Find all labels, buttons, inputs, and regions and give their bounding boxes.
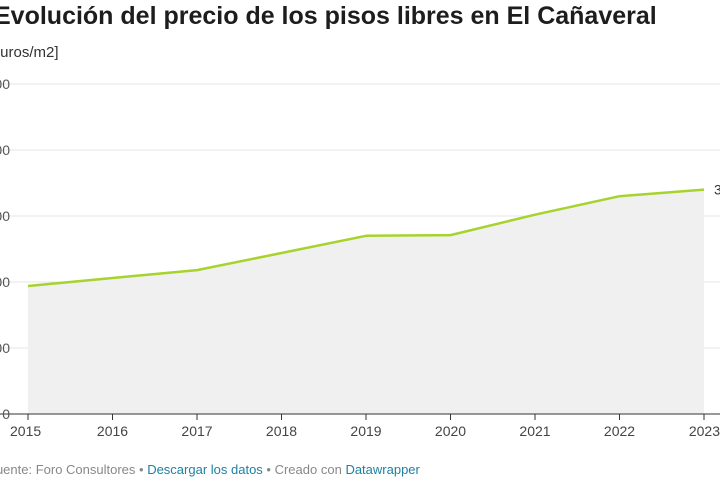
- y-tick-label: 5.000: [0, 76, 10, 92]
- series-line: [27, 188, 705, 288]
- y-tick-label: 4.000: [0, 142, 10, 158]
- end-value-label: 3.400: [714, 182, 720, 198]
- x-tick-label: 2022: [604, 423, 635, 439]
- y-tick-label: 0: [2, 406, 10, 422]
- y-tick-label: 1.000: [0, 340, 10, 356]
- separator: •: [262, 462, 275, 477]
- datawrapper-link[interactable]: Datawrapper: [345, 462, 420, 477]
- x-tick-label: 2019: [350, 423, 381, 439]
- x-tick-label: 2016: [97, 423, 128, 439]
- source-text: Fuente: Foro Consultores: [0, 462, 136, 477]
- x-tick-label: 2021: [519, 423, 550, 439]
- y-unit-label: [Euros/m2]: [0, 44, 59, 61]
- data-labels: 3.400: [714, 182, 720, 198]
- x-tick-label: 2023: [689, 423, 720, 439]
- separator: •: [135, 462, 148, 477]
- y-tick-label: 2.000: [0, 274, 10, 290]
- created-with-text: Creado con: [274, 462, 342, 477]
- line-area-chart: 2015 2016 2017 2018 2019 2020 2021 2022 2023 0 1.…: [0, 76, 720, 439]
- x-tick-label: 2017: [181, 423, 212, 439]
- x-tick-label: 2020: [435, 423, 466, 439]
- download-data-link[interactable]: Descargar los datos: [147, 462, 263, 477]
- x-tick-label: 2015: [10, 423, 41, 439]
- y-tick-label: 3.000: [0, 208, 10, 224]
- footer: Fuente: Foro Consultores • Descargar los…: [0, 462, 420, 477]
- x-axis: 2015 2016 2017 2018 2019 2020 2021 2022 2023: [0, 413, 720, 439]
- area-fill: [28, 189, 704, 414]
- y-axis: 0 1.000 2.000 3.000 4.000 5.000: [0, 76, 10, 422]
- chart-title: Evolución del precio de los pisos libres…: [0, 2, 657, 30]
- x-tick-label: 2018: [266, 423, 297, 439]
